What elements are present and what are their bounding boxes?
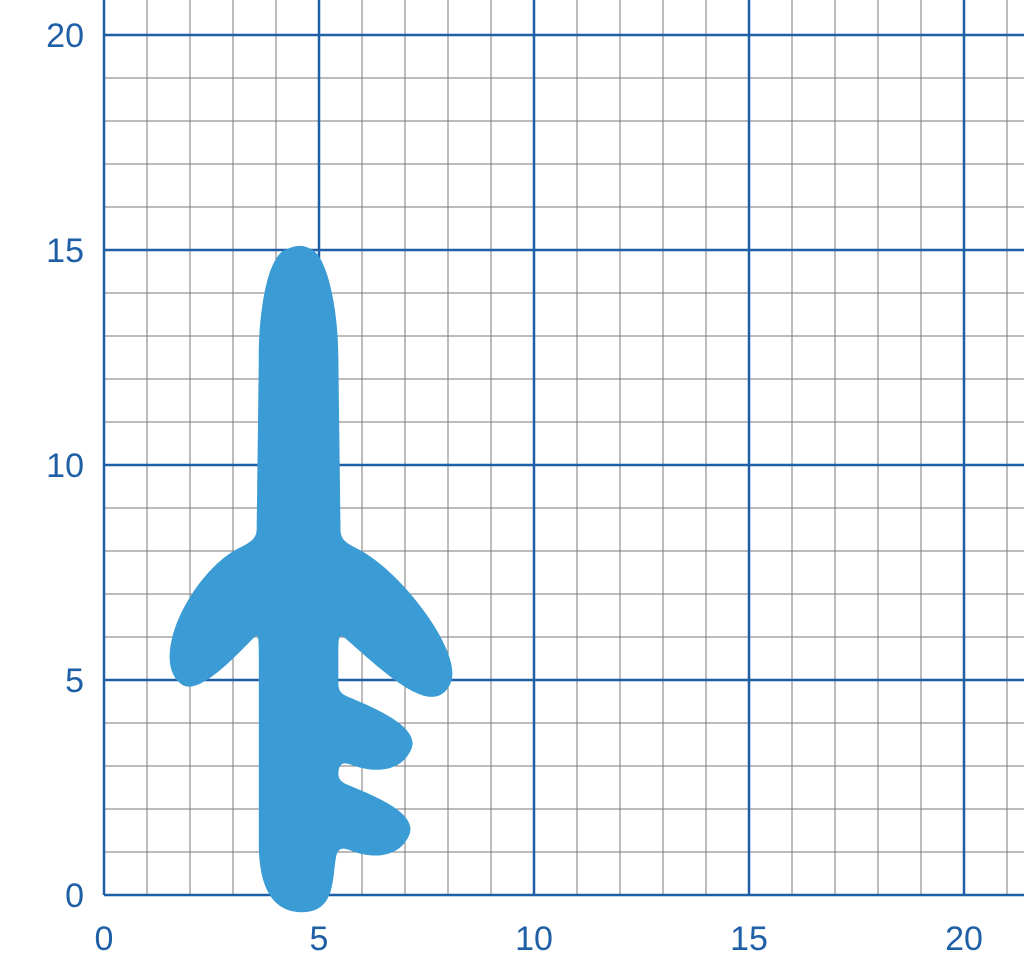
y-tick-label: 5 — [65, 662, 84, 700]
x-tick-label: 10 — [515, 920, 553, 958]
x-tick-label: 0 — [95, 920, 114, 958]
y-tick-label: 15 — [46, 232, 84, 270]
y-tick-label: 0 — [65, 877, 84, 915]
grid-chart: 0 5 10 15 20 0 5 10 15 20 — [0, 0, 1024, 975]
x-tick-label: 15 — [730, 920, 768, 958]
x-tick-label: 5 — [310, 920, 329, 958]
y-tick-label: 10 — [46, 447, 84, 485]
y-tick-label: 20 — [46, 17, 84, 55]
x-tick-label: 20 — [945, 920, 983, 958]
chart-svg: 0 5 10 15 20 0 5 10 15 20 — [0, 0, 1024, 975]
